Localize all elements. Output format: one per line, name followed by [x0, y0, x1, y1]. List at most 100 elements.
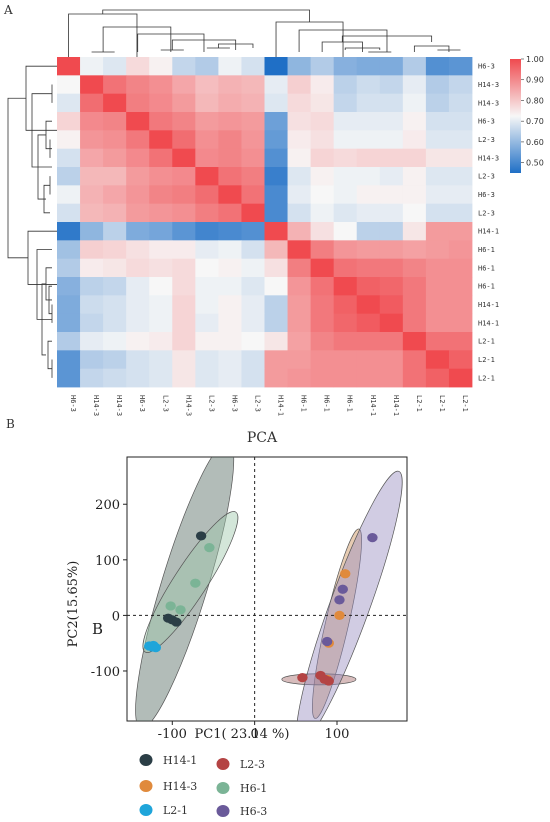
heatmap-cell — [356, 368, 381, 388]
heatmap-col-label: L2-3 — [207, 395, 215, 412]
heatmap-cell — [172, 57, 196, 76]
heatmap-cell — [103, 57, 127, 76]
heatmap-cell — [172, 258, 196, 278]
heatmap-cell — [103, 332, 127, 351]
heatmap-cell — [287, 258, 312, 278]
heatmap-cell — [356, 93, 381, 113]
heatmap-cell — [195, 240, 219, 260]
pca-point — [195, 531, 207, 541]
heatmap-cell — [448, 57, 473, 76]
dendrogram-link — [27, 230, 57, 285]
heatmap-cell — [57, 313, 81, 333]
heatmap-cell — [195, 368, 219, 388]
pca-y-tick-label: -100 — [91, 665, 120, 680]
pca-point — [337, 584, 348, 594]
heatmap-cell — [218, 93, 242, 113]
heatmap-col-label: H6-3 — [138, 395, 146, 412]
heatmap-cell — [57, 93, 81, 113]
heatmap-cell — [333, 93, 358, 113]
colorbar-tick-label: 0.60 — [526, 138, 544, 147]
heatmap-cell — [218, 277, 242, 296]
heatmap-cell — [149, 258, 173, 278]
heatmap-cell — [195, 295, 219, 315]
heatmap-cell — [57, 130, 81, 150]
heatmap-cell — [287, 112, 312, 131]
heatmap-cell — [103, 295, 127, 315]
heatmap-cell — [287, 332, 312, 351]
dendrogram-link — [275, 21, 344, 57]
pca-plot-frame — [126, 456, 408, 722]
heatmap-cell — [172, 332, 196, 351]
heatmap-cell — [379, 277, 404, 296]
heatmap-cell — [103, 368, 127, 388]
heatmap-cell — [287, 313, 312, 333]
heatmap-cell — [218, 368, 242, 388]
heatmap-cell — [425, 75, 450, 95]
heatmap-cell — [379, 112, 404, 131]
heatmap-cell — [126, 368, 150, 388]
dendrogram-link — [413, 45, 450, 52]
heatmap-cell — [80, 350, 104, 370]
heatmap-cell — [218, 57, 242, 76]
legend-label: L2-3 — [240, 758, 265, 771]
heatmap-cell — [241, 130, 265, 150]
heatmap-cell — [195, 185, 219, 205]
heatmap-cell — [356, 350, 381, 370]
heatmap-cell — [241, 313, 265, 333]
heatmap-cell — [287, 350, 312, 370]
dendrogram-link — [47, 340, 52, 370]
heatmap-row-label: L2-3 — [478, 136, 495, 144]
heatmap-col-label: H14-1 — [369, 395, 377, 416]
heatmap-cell — [310, 167, 335, 186]
heatmap-cell — [333, 57, 358, 76]
heatmap-cell — [402, 258, 427, 278]
heatmap-cell — [241, 75, 265, 95]
heatmap-cell — [310, 130, 335, 150]
pca-point — [334, 610, 345, 621]
heatmap-cell — [425, 167, 450, 186]
heatmap-cell — [356, 277, 381, 296]
heatmap-cell — [195, 277, 219, 296]
heatmap-cell — [149, 203, 173, 223]
pca-point — [323, 676, 334, 686]
heatmap-cell — [126, 222, 150, 241]
heatmap-cell — [356, 57, 381, 76]
heatmap-cell — [310, 350, 335, 370]
heatmap-cell — [264, 313, 288, 333]
heatmap-cell — [57, 240, 81, 260]
heatmap-cell — [287, 295, 312, 315]
heatmap-col-label: H6-1 — [300, 395, 308, 412]
heatmap-cell — [126, 112, 150, 131]
heatmap-cell — [310, 258, 335, 278]
heatmap-col-label: L2-1 — [415, 395, 423, 412]
colorbar-tick-label: 0.70 — [526, 117, 544, 126]
heatmap-cell — [264, 75, 288, 95]
heatmap-cell — [287, 222, 312, 241]
heatmap-cell — [195, 93, 219, 113]
heatmap-cell — [402, 332, 427, 351]
heatmap-cell — [218, 295, 242, 315]
heatmap-cell — [80, 295, 104, 315]
heatmap-cell — [126, 75, 150, 95]
heatmap-cell — [425, 277, 450, 296]
heatmap-row-label: H6-1 — [478, 283, 495, 291]
heatmap-cell — [149, 112, 173, 131]
heatmap-cell — [448, 258, 473, 278]
heatmap-cell — [356, 258, 381, 278]
heatmap-cell — [310, 203, 335, 223]
heatmap-cell — [57, 368, 81, 388]
heatmap-cell — [103, 130, 127, 150]
heatmap-cell — [287, 277, 312, 296]
heatmap-cell — [80, 185, 104, 205]
heatmap-cell — [448, 222, 473, 241]
pca-xlabel: PC1( 23.14 %) — [195, 727, 290, 742]
heatmap-cell — [264, 350, 288, 370]
heatmap-row-label: L2-1 — [478, 374, 495, 382]
heatmap-cell — [57, 277, 81, 296]
heatmap-cell — [287, 240, 312, 260]
heatmap-cell — [126, 332, 150, 351]
heatmap-cell — [264, 93, 288, 113]
heatmap-cell — [80, 203, 104, 223]
pca-point — [367, 532, 378, 543]
panel-label-a: A — [3, 3, 13, 17]
